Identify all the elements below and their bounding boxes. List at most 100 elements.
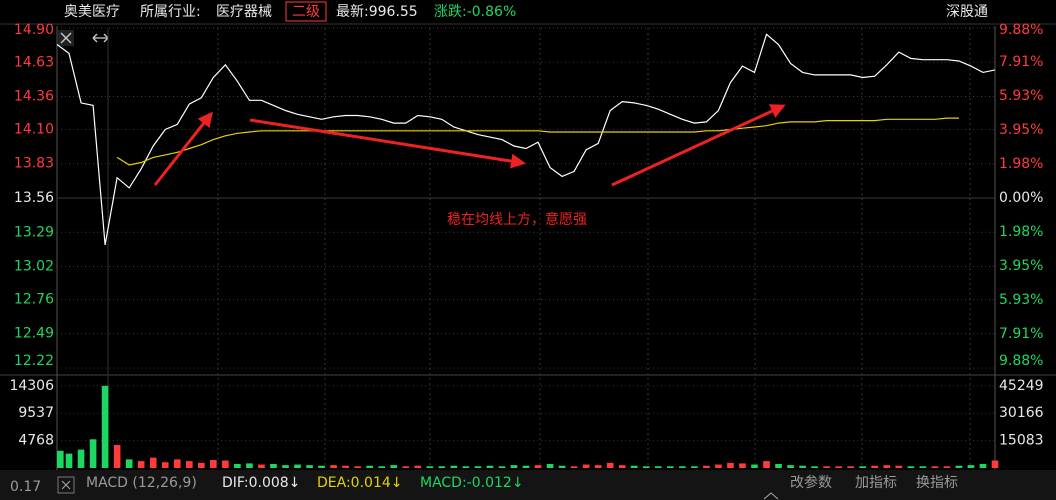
y-tick-label: 14.10 — [14, 121, 54, 137]
volume-bar — [125, 459, 133, 468]
volume-bar — [654, 466, 662, 468]
volume-bar — [835, 466, 842, 468]
y2-tick-label: 5.93% — [999, 292, 1043, 308]
volume-bar — [534, 465, 542, 468]
volume-bar — [823, 466, 830, 468]
volume-bar — [246, 463, 253, 468]
button[interactable]: 加指标 — [855, 475, 897, 491]
button[interactable]: 改参数 — [790, 474, 832, 491]
volume-bar — [943, 466, 951, 468]
volume-bar — [510, 465, 518, 468]
industry[interactable]: 医疗器械 — [216, 4, 272, 20]
volume-bar — [618, 465, 626, 468]
level[interactable]: 二级 — [292, 4, 320, 20]
volume-bar — [522, 465, 530, 468]
y-tick-label: 14306 — [9, 378, 54, 394]
level-box — [285, 1, 327, 22]
volume-bar — [113, 445, 121, 468]
volume-bar — [955, 465, 963, 468]
volume-bar — [582, 464, 590, 468]
volume-bar — [330, 465, 337, 468]
macd: MACD:-0.012↓ — [420, 475, 524, 491]
volume-bar — [474, 466, 482, 468]
volume-bar — [859, 466, 867, 468]
indicator[interactable]: MACD (12,26,9) — [86, 475, 197, 491]
volume-bar — [282, 465, 289, 468]
y2-tick-label: 7.91% — [999, 326, 1043, 342]
volume-bar — [991, 460, 999, 468]
volume-bar — [438, 466, 446, 468]
volume-bar — [342, 465, 349, 468]
volume-bar — [258, 464, 265, 468]
volume-bar — [967, 465, 975, 468]
latest: 最新:996.55 — [336, 4, 418, 20]
volume-bar — [222, 460, 229, 468]
y-tick-label: 9537 — [18, 405, 54, 421]
y-tick-label: 13.02 — [14, 259, 54, 275]
volume-bar — [847, 466, 854, 468]
y2-tick-label: 7.91% — [999, 54, 1043, 70]
volume-bar — [570, 466, 578, 468]
volume-bar — [366, 465, 373, 468]
volume-bar — [751, 464, 758, 468]
volume-bar — [691, 466, 698, 468]
volume-bar — [883, 465, 891, 468]
y2-tick-label: 9.88% — [999, 353, 1043, 369]
volume-bar — [198, 462, 205, 468]
volume-bar — [787, 465, 794, 468]
volume-bar — [354, 466, 361, 468]
y2-tick-label: 9.88% — [999, 22, 1043, 38]
volume-bar — [811, 466, 818, 468]
volume-bar — [546, 463, 554, 468]
button[interactable]: 换指标 — [916, 474, 958, 491]
collapse-icon[interactable] — [763, 492, 779, 500]
y2-tick-label: 3.95% — [999, 258, 1043, 274]
y2-tick-label: 3.95% — [999, 122, 1043, 138]
y-tick-label: 14.36 — [14, 89, 54, 105]
volume-bar — [739, 463, 746, 468]
volume-bar — [77, 449, 85, 468]
volume-bar — [462, 466, 470, 468]
volume-bar — [173, 459, 181, 468]
footer-bg — [0, 470, 1056, 500]
volume-bar — [390, 465, 398, 468]
volume-bar — [185, 461, 193, 468]
market: 深股通 — [946, 4, 988, 20]
volume-bar — [137, 461, 145, 468]
volume-bar — [715, 464, 722, 468]
y2-tick-label: 0.00% — [999, 190, 1043, 206]
volume-bar — [979, 463, 987, 468]
volume-bar — [318, 465, 325, 468]
trend-arrows — [153, 104, 786, 187]
volume-bar — [306, 465, 313, 468]
stock-name[interactable]: 奥美医疗 — [64, 3, 120, 20]
volume-bar — [799, 465, 806, 468]
volume-bar — [703, 465, 710, 468]
volume-bar — [161, 462, 169, 468]
volume-bar — [558, 465, 566, 468]
close-icon[interactable] — [58, 30, 74, 46]
volume-bar — [378, 466, 385, 468]
y-tick-label: 14.90 — [14, 22, 54, 38]
footer-close[interactable] — [57, 476, 75, 494]
expand-icon[interactable] — [92, 33, 109, 43]
annotation: 稳在均线上方，意愿强 — [447, 211, 587, 228]
y2-tick-label: 15083 — [999, 433, 1044, 449]
volume-bar — [630, 465, 638, 468]
volume-bar — [89, 439, 97, 468]
volume-bar — [294, 464, 301, 468]
volume-bar — [57, 450, 64, 468]
y-tick-label: 12.49 — [14, 326, 54, 342]
volume-bar — [450, 465, 458, 468]
y-tick-label: 12.22 — [14, 353, 54, 369]
volume-bar — [426, 466, 434, 468]
volume-bar — [919, 466, 927, 468]
volume-bar — [667, 466, 674, 468]
volume-bar — [907, 466, 915, 468]
y2-tick-label: 30166 — [999, 405, 1044, 421]
volume-bar — [414, 465, 422, 468]
volume-bar — [486, 465, 494, 468]
volume-bar — [871, 465, 879, 468]
